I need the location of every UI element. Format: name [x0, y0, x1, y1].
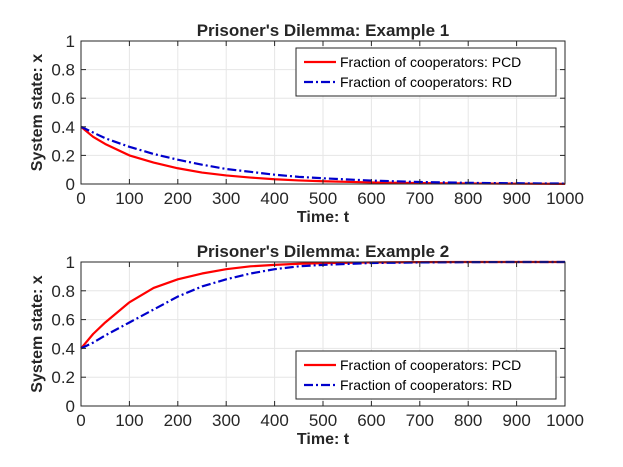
- y-tick-label: 1: [66, 253, 75, 272]
- x-tick-label: 900: [502, 189, 530, 208]
- x-tick-label: 700: [406, 411, 434, 430]
- x-tick-label: 800: [454, 411, 482, 430]
- x-tick-label: 1000: [546, 189, 584, 208]
- x-tick-label: 900: [502, 411, 530, 430]
- chart-title: Prisoner's Dilemma: Example 1: [197, 21, 450, 40]
- y-tick-label: 0: [66, 175, 75, 194]
- x-tick-label: 500: [309, 411, 337, 430]
- legend-box: [295, 47, 557, 97]
- y-tick-label: 0.4: [51, 339, 75, 358]
- y-tick-label: 0.6: [51, 311, 75, 330]
- x-axis-label: Time: t: [297, 209, 350, 226]
- y-tick-label: 0.8: [51, 61, 75, 80]
- legend-entry: Fraction of cooperators: RD: [340, 74, 512, 90]
- x-tick-label: 400: [260, 411, 288, 430]
- series-line-rd: [80, 125, 566, 185]
- x-tick-label: 100: [115, 189, 143, 208]
- x-tick-label: 200: [164, 189, 192, 208]
- y-axis-label: System state: x: [29, 54, 46, 171]
- y-tick-label: 0.2: [51, 368, 75, 387]
- x-axis-label: Time: t: [297, 431, 350, 448]
- legend: Fraction of cooperators: PCD Fraction of …: [295, 350, 557, 400]
- x-tick-label: 700: [406, 189, 434, 208]
- legend-box: [295, 350, 557, 400]
- legend: Fraction of cooperators: PCD Fraction of …: [295, 47, 557, 97]
- x-tick-label: 0: [76, 189, 85, 208]
- x-tick-label: 300: [212, 411, 240, 430]
- y-tick-label: 1: [66, 32, 75, 51]
- x-tick-label: 600: [357, 189, 385, 208]
- y-tick-label: 0.4: [51, 118, 75, 137]
- x-tick-label: 400: [260, 189, 288, 208]
- x-tick-label: 300: [212, 189, 240, 208]
- y-tick-label: 0.2: [51, 146, 75, 165]
- x-tick-label: 600: [357, 411, 385, 430]
- x-tick-label: 0: [76, 411, 85, 430]
- x-tick-label: 100: [115, 411, 143, 430]
- y-tick-label: 0.8: [51, 282, 75, 301]
- x-tick-label: 500: [309, 189, 337, 208]
- y-tick-label: 0: [66, 397, 75, 416]
- legend-entry: Fraction of cooperators: RD: [340, 377, 512, 393]
- chart-panel-2: 0 100 200 300 400 500 600 700 800 900 1000 0 0.2 0.4 0…: [29, 242, 584, 448]
- x-tick-label: 200: [164, 411, 192, 430]
- x-tick-label: 800: [454, 189, 482, 208]
- chart-title: Prisoner's Dilemma: Example 2: [197, 242, 450, 261]
- legend-entry: Fraction of cooperators: PCD: [340, 54, 521, 70]
- y-axis-label: System state: x: [29, 275, 46, 392]
- y-tick-label: 0.6: [51, 89, 75, 108]
- legend-entry: Fraction of cooperators: PCD: [340, 357, 521, 373]
- chart-panel-1: 0 100 200 300 400 500 600 700 800 900 1000 0 0.2 0.4 0…: [29, 21, 584, 226]
- x-tick-label: 1000: [546, 411, 584, 430]
